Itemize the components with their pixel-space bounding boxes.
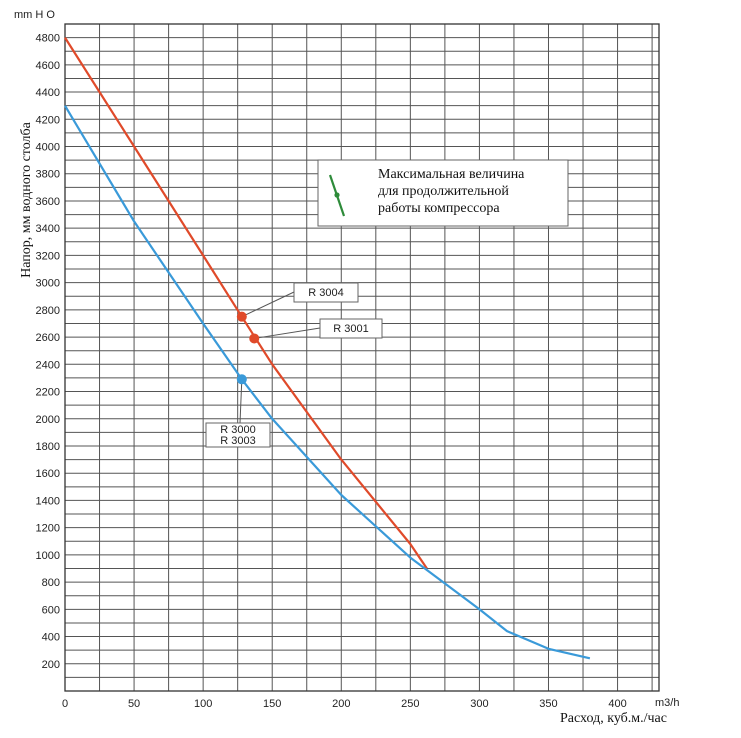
y-tick-label: 400: [42, 632, 60, 644]
callout-leader: [241, 291, 295, 318]
series-line: [64, 105, 591, 660]
legend: Максимальная величина для продолжительной…: [317, 159, 569, 227]
x-axis-unit: m3/h: [655, 697, 679, 709]
y-tick-label: 2400: [36, 359, 60, 371]
x-tick-label: 100: [194, 698, 212, 710]
operating-point-marker: [236, 374, 247, 385]
callout-box: [205, 422, 271, 448]
y-tick-label: 4600: [36, 60, 60, 72]
x-tick-label: 200: [332, 698, 350, 710]
y-tick-label: 1400: [36, 495, 60, 507]
x-tick-label: 300: [470, 698, 488, 710]
y-tick-label: 2000: [36, 414, 60, 426]
y-tick-label: 3400: [36, 223, 60, 235]
callout-label: R 3000: [220, 424, 255, 436]
x-tick-label: 250: [401, 698, 419, 710]
y-tick-label: 3200: [36, 250, 60, 262]
callout-leader: [239, 379, 243, 424]
x-tick-label: 350: [539, 698, 557, 710]
callout-label: R 3001: [333, 323, 368, 335]
y-axis-unit: mm H O: [14, 9, 55, 21]
legend-text-line: для продолжительной: [378, 184, 509, 199]
plot-frame: [64, 23, 660, 692]
y-tick-label: 600: [42, 604, 60, 616]
plot-border: [64, 23, 660, 692]
series-layer: [64, 37, 591, 660]
legend-box: [317, 159, 569, 227]
y-tick-label: 1000: [36, 550, 60, 562]
x-tick-label: 150: [263, 698, 281, 710]
y-axis-ticks: 200 400 600 800 1000 1200 1400 1600 1800 2000 2200…: [36, 33, 60, 671]
legend-marker-dot: [334, 192, 340, 198]
y-tick-label: 2600: [36, 332, 60, 344]
callout-box: [293, 282, 359, 303]
callout-box: [319, 318, 383, 339]
y-tick-label: 4200: [36, 114, 60, 126]
series-line: [64, 37, 428, 570]
callout-label: R 3003: [220, 435, 255, 447]
x-axis-ticks: 0 50 100 150 200 250 300 350 400: [62, 698, 627, 710]
y-axis-title: Напор, мм водного столба: [19, 121, 34, 278]
y-tick-label: 4800: [36, 33, 60, 45]
y-tick-label: 4000: [36, 142, 60, 154]
y-tick-label: 4400: [36, 87, 60, 99]
x-axis-title: Расход, куб.м./час: [560, 711, 667, 726]
x-tick-label: 0: [62, 698, 68, 710]
grid: [65, 23, 659, 691]
callout-label: R 3004: [308, 287, 343, 299]
y-tick-label: 2200: [36, 387, 60, 399]
y-tick-label: 2800: [36, 305, 60, 317]
y-tick-label: 800: [42, 577, 60, 589]
callout-leader: [254, 327, 321, 339]
y-tick-label: 1800: [36, 441, 60, 453]
y-tick-label: 3000: [36, 278, 60, 290]
x-tick-label: 400: [608, 698, 626, 710]
y-tick-label: 3600: [36, 196, 60, 208]
y-tick-label: 3800: [36, 169, 60, 181]
y-tick-label: 1600: [36, 468, 60, 480]
x-tick-label: 50: [128, 698, 140, 710]
operating-point-marker: [236, 311, 247, 322]
y-tick-label: 1200: [36, 523, 60, 535]
legend-text-line: работы компрессора: [378, 201, 500, 216]
operating-point-marker: [249, 333, 260, 344]
y-tick-label: 200: [42, 659, 60, 671]
legend-text-line: Максимальная величина: [378, 167, 525, 182]
